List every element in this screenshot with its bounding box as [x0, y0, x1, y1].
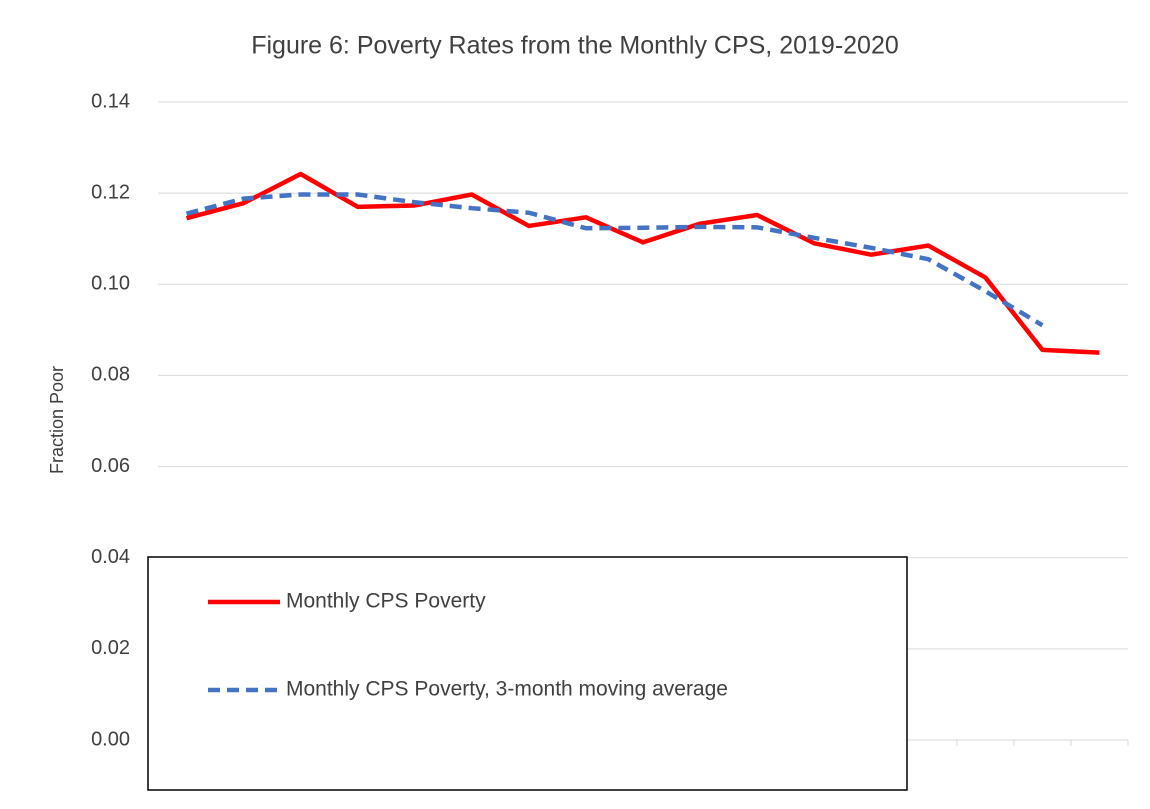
legend-label: Monthly CPS Poverty, 3-month moving aver… — [286, 678, 728, 701]
y-tick-label: 0.08 — [91, 364, 130, 386]
chart-title: Figure 6: Poverty Rates from the Monthly… — [251, 32, 899, 60]
legend-label: Monthly CPS Poverty — [286, 590, 486, 613]
y-tick-label: 0.10 — [91, 273, 130, 295]
y-axis-label: Fraction Poor — [47, 366, 67, 474]
y-tick-label: 0.12 — [91, 181, 130, 203]
y-tick-label: 0.14 — [91, 90, 130, 112]
y-tick-label: 0.00 — [91, 728, 130, 750]
y-tick-label: 0.04 — [91, 546, 130, 568]
y-tick-label: 0.02 — [91, 637, 130, 659]
legend-box — [147, 556, 908, 791]
y-tick-label: 0.06 — [91, 455, 130, 477]
series-line — [185, 192, 1044, 328]
